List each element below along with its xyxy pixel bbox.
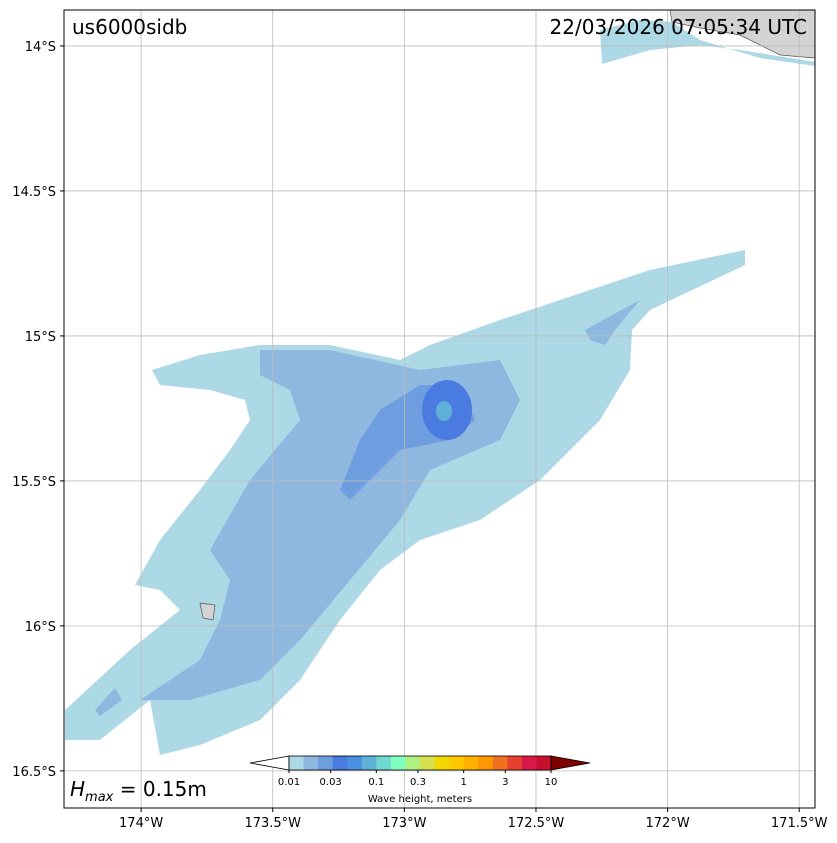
wave-zone-mid	[95, 688, 122, 716]
wave-zone-mid	[585, 300, 640, 345]
y-tick-label: 15°S	[25, 330, 56, 345]
colorbar-swatch	[303, 756, 319, 770]
hmax-value: = 0.15m	[113, 777, 207, 801]
x-tick-label: 173.5°W	[244, 816, 301, 831]
hmax-subscript: max	[85, 790, 114, 805]
x-tick-label: 174°W	[119, 816, 163, 831]
colorbar-swatch	[420, 756, 436, 770]
y-tick-label: 16.5°S	[12, 765, 56, 780]
colorbar-swatch	[347, 756, 363, 770]
colorbar-label: Wave height, meters	[368, 794, 472, 805]
colorbar-swatch	[521, 756, 537, 770]
colorbar-swatch	[449, 756, 465, 770]
colorbar-frame	[288, 755, 552, 771]
colorbar-swatch	[332, 756, 348, 770]
coastal-wave	[600, 20, 815, 66]
colorbar-swatch	[361, 756, 377, 770]
colorbar-tick-label: 1	[460, 777, 466, 788]
colorbar-swatch	[463, 756, 479, 770]
x-tick-label: 172°W	[646, 816, 690, 831]
x-tick-label: 173°W	[382, 816, 426, 831]
colorbar-swatch	[492, 756, 508, 770]
colorbar-swatch	[390, 756, 406, 770]
map-frame	[63, 9, 816, 809]
y-tick-label: 15.5°S	[12, 475, 56, 490]
y-tick-label: 16°S	[25, 620, 56, 635]
x-tick-label: 171.5°W	[771, 816, 828, 831]
colorbar-swatch	[478, 756, 494, 770]
colorbar-swatch	[289, 756, 305, 770]
island	[199, 602, 216, 621]
colorbar-swatch	[507, 756, 523, 770]
wave-core	[436, 401, 452, 421]
colorbar-tick-label: 3	[502, 777, 508, 788]
hmax-label: Hmax = 0.15m	[70, 777, 207, 805]
colorbar-swatch	[376, 756, 392, 770]
colorbar-swatch	[536, 756, 552, 770]
colorbar-tick-label: 0.3	[410, 777, 426, 788]
colorbar-swatch	[434, 756, 450, 770]
colorbar-tick-label: 0.01	[278, 777, 300, 788]
colorbar-swatch	[318, 756, 334, 770]
event-id: us6000sidb	[72, 15, 187, 39]
colorbar-extend-min	[249, 755, 290, 771]
wave-field	[65, 10, 815, 755]
y-tick-label: 14.5°S	[12, 185, 56, 200]
colorbar-tick-label: 10	[545, 777, 558, 788]
y-tick-label: 14°S	[25, 40, 56, 55]
timestamp: 22/03/2026 07:05:34 UTC	[550, 15, 807, 39]
colorbar-extend-max	[550, 755, 591, 771]
colorbar-tick-label: 0.03	[320, 777, 342, 788]
x-tick-label: 172.5°W	[508, 816, 565, 831]
hmax-symbol: H	[70, 777, 85, 801]
colorbar-swatch	[405, 756, 421, 770]
colorbar-tick-label: 0.1	[368, 777, 384, 788]
